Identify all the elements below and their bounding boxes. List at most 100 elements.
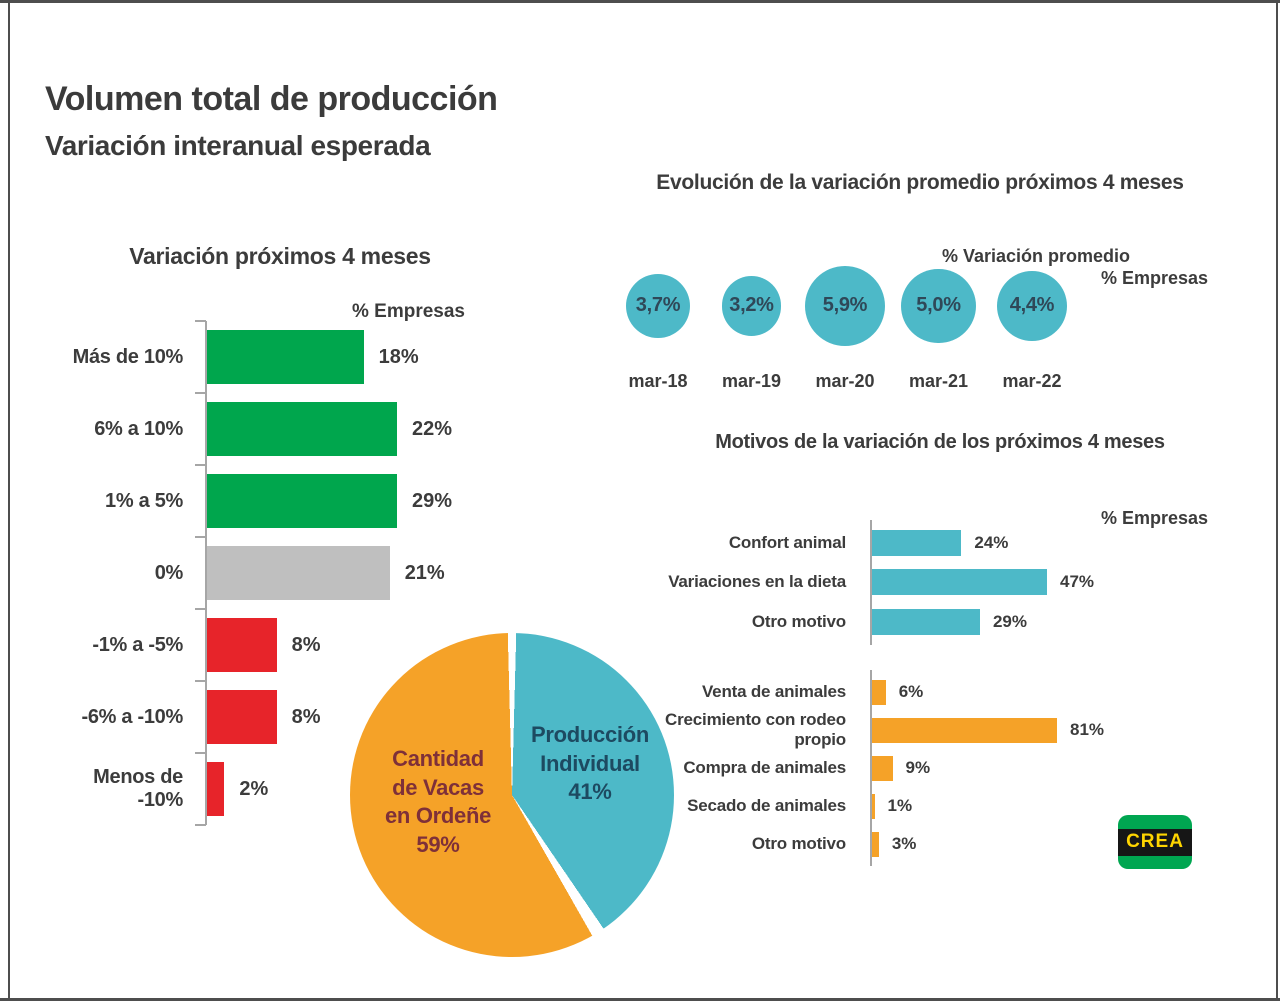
value-label: 8% xyxy=(291,705,321,728)
bubble-value-label: 5,9% xyxy=(822,294,868,317)
axis-tick xyxy=(195,536,206,538)
bar-row-3: 0% 21% xyxy=(45,537,515,609)
motivos-orange-rows: Venta de animales 6% Crecimiento con rodeo… xyxy=(650,670,1230,866)
value-label: 81% xyxy=(1070,720,1105,739)
bar-row-4: Otro motivo 3% xyxy=(650,825,1230,863)
category-label: Otro motivo xyxy=(751,834,846,853)
category-label: Más de 10% xyxy=(72,345,184,368)
pie-slice-label-cantidad-vacas: Cantidad de Vacas en Ordeñe 59% xyxy=(378,745,498,859)
category-label: Crecimiento con rodeo propio xyxy=(665,710,846,749)
bubble-month-label: mar-19 xyxy=(721,371,782,391)
category-label: Otro motivo xyxy=(751,611,846,631)
motivos-axis-label: % Empresas xyxy=(1100,508,1208,528)
value-label: 9% xyxy=(905,758,931,777)
category-label: -6% a -10% xyxy=(81,705,184,728)
bar-segment xyxy=(872,529,962,556)
motivos-bar-charts: Motivos de la variación de los próximos … xyxy=(650,423,1230,883)
value-label: 8% xyxy=(291,633,321,656)
bar-row-1: 6% a 10% 22% xyxy=(45,393,515,465)
evolucion-bubble-chart: Evolución de la variación promedio próxi… xyxy=(610,163,1230,403)
value-label: 1% xyxy=(887,796,913,815)
category-label: 6% a 10% xyxy=(94,417,183,440)
axis-tick xyxy=(195,392,206,394)
category-label: Compra de animales xyxy=(683,758,846,777)
bubble-mar-21: 5,0% xyxy=(901,268,976,344)
bubble-month-label: mar-20 xyxy=(815,371,875,391)
evolucion-legend-variacion-promedio: % Variación promedio xyxy=(941,246,1130,266)
value-label: 21% xyxy=(404,561,445,584)
bar-row-4: -1% a -5% 8% xyxy=(45,609,515,681)
value-label: 3% xyxy=(891,834,917,853)
bar-row-0: Confort animal 24% xyxy=(650,523,1230,563)
category-label: 1% a 5% xyxy=(105,489,183,512)
bar-row-5: -6% a -10% 8% xyxy=(45,681,515,753)
variacion-bar-rows: Más de 10% 18% 6% a 10% 22% 1% a 5% 29% 0% 21% -… xyxy=(45,320,515,826)
value-label: 29% xyxy=(412,489,453,512)
bar-segment xyxy=(872,831,879,857)
bar-row-2: Compra de animales 9% xyxy=(650,749,1230,787)
composicion-pie-chart: Producción Individual 41% Cantidad de Vac… xyxy=(350,633,674,957)
bar-row-0: Venta de animales 6% xyxy=(650,673,1230,711)
page-subtitle: Variación interanual esperada xyxy=(45,129,431,161)
bar-row-6: Menos de -10% 2% xyxy=(45,753,515,825)
axis-tick xyxy=(195,752,206,754)
bubble-mar-19: 3,2% xyxy=(721,276,782,336)
bar-segment xyxy=(207,402,397,456)
value-label: 22% xyxy=(412,417,453,440)
axis-tick xyxy=(195,464,206,466)
bar-segment xyxy=(872,569,1047,596)
bar-segment xyxy=(207,762,225,816)
crea-logo: CREA xyxy=(1118,815,1192,869)
crea-logo-band: CREA xyxy=(1118,828,1192,856)
page-header: Volumen total de producción Variación in… xyxy=(45,79,498,163)
pie-label-text: Cantidad de Vacas en Ordeñe xyxy=(384,746,492,829)
bar-segment xyxy=(872,608,980,635)
axis-tick xyxy=(195,608,206,610)
bubble-value-label: 3,2% xyxy=(729,294,774,317)
bar-row-1: Crecimiento con rodeo propio 81% xyxy=(650,710,1230,749)
value-label: 6% xyxy=(898,682,924,701)
value-label: 18% xyxy=(378,345,419,368)
page-title: Volumen total de producción xyxy=(45,80,498,118)
value-label: 2% xyxy=(239,777,269,800)
pie-label-value: 59% xyxy=(416,831,460,857)
motivos-y-axis xyxy=(870,520,872,645)
category-label: Venta de animales xyxy=(701,682,846,701)
page-border-left xyxy=(8,3,10,998)
pie-slice-label-produccion-individual: Producción Individual 41% xyxy=(520,721,660,807)
bar-segment xyxy=(872,679,886,705)
axis-tick xyxy=(195,320,206,322)
value-label: 24% xyxy=(974,532,1009,552)
category-label: Menos de -10% xyxy=(93,766,183,811)
bar-segment xyxy=(872,755,893,781)
bubble-month-label: mar-18 xyxy=(628,371,688,391)
category-label: -1% a -5% xyxy=(92,633,183,656)
category-label: Confort animal xyxy=(728,532,846,552)
bubble-month-label: mar-21 xyxy=(908,371,969,391)
variacion-chart-title: Variación próximos 4 meses xyxy=(129,243,431,269)
bar-row-1: Variaciones en la dieta 47% xyxy=(650,563,1230,603)
bubble-mar-20: 5,9% xyxy=(804,265,886,347)
bar-segment xyxy=(207,330,364,384)
category-label: Variaciones en la dieta xyxy=(668,572,846,592)
category-label: 0% xyxy=(154,561,184,584)
bar-segment xyxy=(207,474,397,528)
bubble-value-label: 3,7% xyxy=(635,294,681,317)
pie-label-value: 41% xyxy=(568,779,612,805)
variacion-axis-label: % Empresas xyxy=(351,301,465,322)
variacion-y-axis xyxy=(205,321,207,825)
motivos-y-axis xyxy=(870,670,872,866)
bar-row-3: Secado de animales 1% xyxy=(650,787,1230,825)
value-label: 29% xyxy=(992,611,1027,631)
axis-tick xyxy=(195,680,206,682)
pie-disc xyxy=(350,633,674,957)
value-label: 47% xyxy=(1060,572,1095,592)
bubble-value-label: 5,0% xyxy=(916,294,961,317)
bar-row-2: 1% a 5% 29% xyxy=(45,465,515,537)
bar-segment xyxy=(872,793,875,819)
bubble-value-label: 4,4% xyxy=(1009,294,1055,317)
motivos-chart-title: Motivos de la variación de los próximos … xyxy=(715,431,1165,453)
bar-segment xyxy=(207,546,390,600)
page-border-right xyxy=(1276,3,1278,998)
bar-row-0: Más de 10% 18% xyxy=(45,321,515,393)
